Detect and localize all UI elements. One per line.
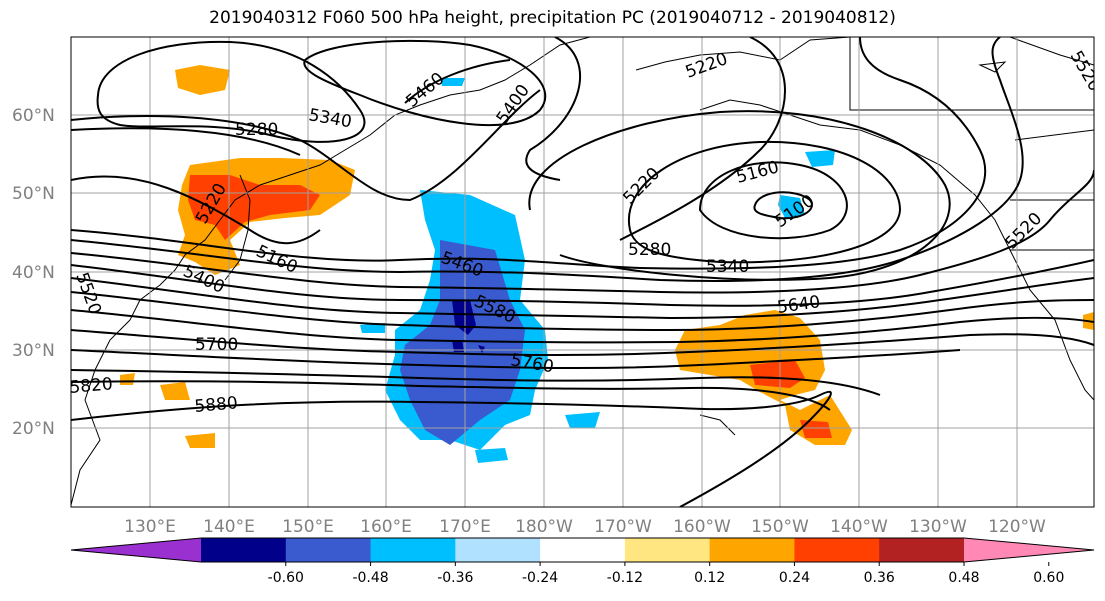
plot-frame bbox=[70, 36, 1095, 508]
colorbar-segment bbox=[709, 538, 795, 562]
colorbar-segment bbox=[624, 538, 711, 562]
colorbar-tick-label: -0.36 bbox=[437, 570, 473, 586]
precipitation-shading bbox=[120, 65, 1094, 463]
lon-tick-label: 120°W bbox=[988, 517, 1046, 537]
colorbar-segment bbox=[540, 538, 626, 562]
contour-label: 5280 bbox=[235, 120, 278, 140]
colorbar-tick-label: -0.48 bbox=[352, 570, 388, 586]
lat-tick-label: 30°N bbox=[12, 341, 55, 361]
lon-tick-label: 160°W bbox=[673, 517, 731, 537]
contour-label: 5700 bbox=[195, 335, 238, 355]
colorbar-segment bbox=[201, 538, 287, 562]
lon-tick-label: 150°E bbox=[282, 517, 334, 537]
contour-label: 5280 bbox=[628, 240, 671, 260]
colorbar-tick-label: 0.24 bbox=[779, 570, 810, 586]
colorbar-segment bbox=[285, 538, 372, 562]
colorbar-segment bbox=[455, 538, 541, 562]
colorbar-tick-label: -0.60 bbox=[268, 570, 304, 586]
lon-tick-labels: 130°E 140°E 150°E 160°E 170°E 180°W 170°… bbox=[124, 517, 1046, 537]
graticule bbox=[71, 37, 1094, 507]
lon-tick-label: 160°E bbox=[360, 517, 412, 537]
colorbar: -0.60 -0.48 -0.36 -0.24 -0.12 0.12 0.24 0.36 0.4… bbox=[70, 537, 1095, 586]
colorbar-tick-label: 0.12 bbox=[694, 570, 725, 586]
lat-tick-label: 50°N bbox=[12, 184, 55, 204]
coastlines bbox=[71, 37, 1094, 506]
lon-tick-label: 130°W bbox=[909, 517, 967, 537]
lon-tick-label: 150°W bbox=[751, 517, 809, 537]
colorbar-segment bbox=[879, 538, 965, 562]
lon-tick-label: 170°W bbox=[594, 517, 652, 537]
lon-tick-label: 130°E bbox=[124, 517, 176, 537]
lon-tick-label: 140°E bbox=[203, 517, 255, 537]
colorbar-tick-label: -0.24 bbox=[522, 570, 558, 586]
colorbar-segment bbox=[370, 538, 456, 562]
height-contours bbox=[71, 37, 1094, 507]
colorbar-segment bbox=[794, 538, 880, 562]
lat-tick-label: 60°N bbox=[12, 106, 55, 126]
lat-tick-label: 20°N bbox=[12, 419, 55, 439]
colorbar-tick-label: 0.60 bbox=[1033, 570, 1064, 586]
lon-tick-label: 170°E bbox=[439, 517, 491, 537]
lon-tick-label: 140°W bbox=[830, 517, 888, 537]
colorbar-tick-label: -0.12 bbox=[607, 570, 643, 586]
contour-label: 5820 bbox=[69, 374, 114, 398]
contour-label: 5880 bbox=[194, 393, 239, 417]
colorbar-tick-label: 0.48 bbox=[948, 570, 979, 586]
lon-tick-label: 180°W bbox=[515, 517, 573, 537]
map-title: 2019040312 F060 500 hPa height, precipit… bbox=[209, 8, 896, 28]
contour-label: 5340 bbox=[706, 257, 749, 277]
lat-tick-labels: 20°N 30°N 40°N 50°N 60°N bbox=[12, 106, 55, 439]
colorbar-outline bbox=[70, 537, 1095, 563]
lat-tick-label: 40°N bbox=[12, 263, 55, 283]
colorbar-extension-min bbox=[71, 538, 201, 562]
colorbar-extension-max bbox=[964, 538, 1094, 562]
colorbar-tick-label: 0.36 bbox=[864, 570, 895, 586]
